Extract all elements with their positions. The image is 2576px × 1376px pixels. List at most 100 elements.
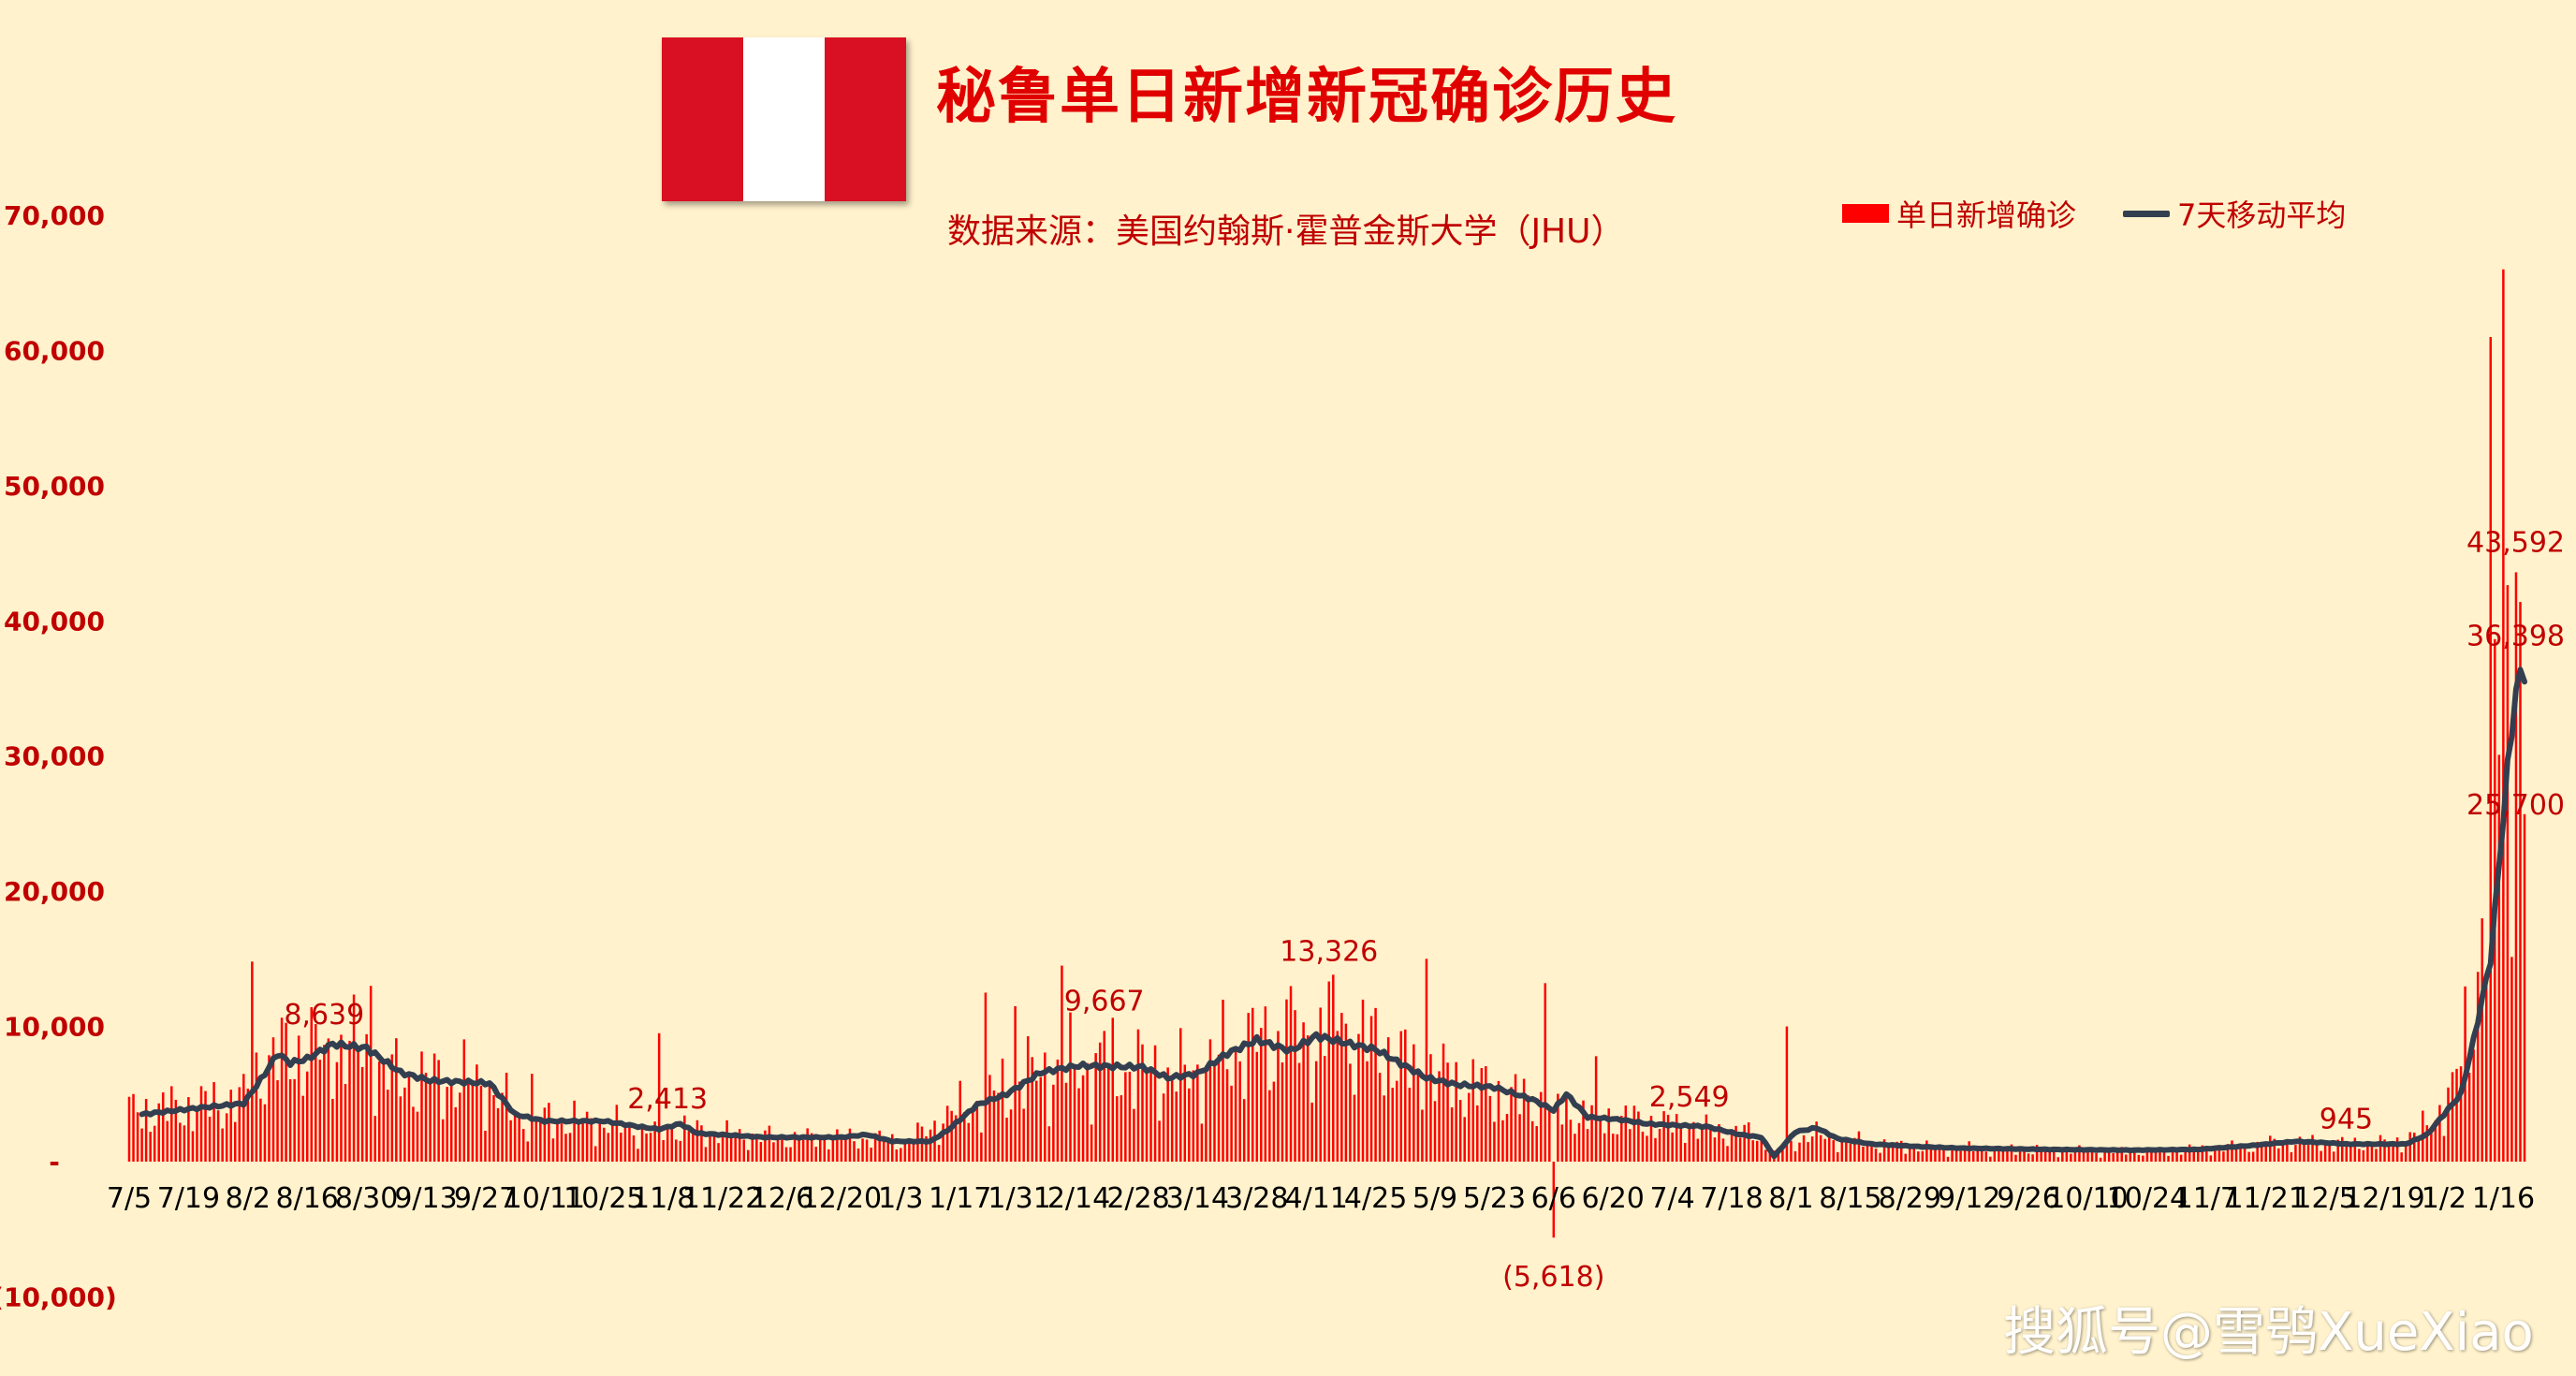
bar	[1044, 1052, 1046, 1162]
bar	[1899, 1140, 1903, 1162]
bar	[975, 1101, 979, 1162]
x-tick-label: 11/8	[632, 1182, 695, 1215]
bar	[831, 1140, 835, 1162]
bar	[1874, 1149, 1878, 1162]
bar	[2476, 972, 2480, 1162]
bar	[560, 1123, 564, 1162]
bar	[2031, 1154, 2034, 1162]
bar	[2447, 1087, 2450, 1162]
bar	[603, 1127, 606, 1162]
bar	[1408, 1088, 1412, 1162]
bar	[2154, 1150, 2158, 1162]
bar	[1306, 1035, 1310, 1162]
bar	[2112, 1152, 2115, 1162]
bar	[1081, 1075, 1085, 1162]
bar	[484, 1130, 487, 1162]
bar	[1297, 1062, 1301, 1162]
bar	[819, 1138, 822, 1162]
bar	[2209, 1155, 2213, 1162]
bar	[801, 1139, 805, 1162]
bar	[2086, 1150, 2089, 1162]
bar	[1264, 1006, 1267, 1162]
data-label: 2,413	[627, 1083, 708, 1116]
x-tick-label: 12/20	[801, 1182, 882, 1215]
bar	[1374, 1007, 1377, 1162]
bar	[2438, 1105, 2441, 1162]
bar	[420, 1051, 423, 1162]
bar	[1989, 1156, 1992, 1162]
bar	[1611, 1134, 1615, 1162]
x-tick-label: 11/7	[2175, 1182, 2238, 1215]
bar	[1891, 1146, 1895, 1162]
bar	[1917, 1151, 1920, 1162]
bar	[2137, 1154, 2141, 1162]
bar	[1349, 1063, 1352, 1162]
bar	[2269, 1135, 2272, 1162]
bar	[2018, 1150, 2022, 1162]
bar	[1641, 1132, 1645, 1162]
bar	[1047, 1126, 1051, 1162]
bar	[2286, 1141, 2289, 1162]
bar	[912, 1143, 915, 1162]
bar	[196, 1108, 198, 1162]
bar	[242, 1074, 245, 1162]
bar	[607, 1133, 610, 1162]
bar	[225, 1113, 228, 1162]
bar	[271, 1037, 275, 1162]
bar	[2162, 1149, 2166, 1162]
legend-item-bars: 单日新增确诊	[1842, 192, 2076, 235]
bar	[1493, 1121, 1496, 1162]
bar	[2078, 1145, 2081, 1162]
bar	[615, 1105, 619, 1162]
bar	[1827, 1133, 1831, 1162]
bar	[2107, 1152, 2111, 1162]
x-tick-label: 9/26	[1997, 1182, 2059, 1215]
bar	[174, 1099, 178, 1162]
y-axis: 70,000 60,000 50,000 40,000 30,000 20,000 10,0…	[0, 200, 117, 1312]
bar	[2455, 1068, 2458, 1162]
bar	[903, 1138, 907, 1162]
bar	[1662, 1111, 1665, 1162]
bar	[1793, 1150, 1797, 1162]
bar	[856, 1148, 860, 1162]
bar	[348, 1040, 351, 1162]
bar	[984, 992, 988, 1162]
bar	[539, 1120, 542, 1162]
bar	[2145, 1148, 2149, 1162]
bar	[704, 1147, 708, 1162]
bar	[459, 1092, 461, 1162]
bar	[1730, 1130, 1734, 1162]
bar	[900, 1148, 902, 1162]
bar	[492, 1095, 495, 1162]
bar	[2192, 1149, 2195, 1162]
bar	[144, 1099, 148, 1162]
bar	[212, 1082, 215, 1162]
bar	[1429, 1054, 1432, 1162]
bar	[1022, 1108, 1025, 1162]
bar	[1052, 1084, 1055, 1162]
bar	[700, 1125, 703, 1162]
bar	[577, 1123, 580, 1162]
bar	[721, 1134, 724, 1162]
bar	[908, 1140, 911, 1162]
bar	[640, 1124, 644, 1162]
bar	[2459, 1066, 2463, 1162]
x-tick-label: 9/27	[454, 1182, 517, 1215]
bar	[127, 1096, 131, 1162]
bar	[454, 1106, 457, 1162]
bar	[2273, 1138, 2276, 1162]
bar	[2243, 1143, 2247, 1162]
x-tick-label: 12/5	[2293, 1182, 2356, 1215]
bar	[327, 1038, 330, 1162]
bar	[1802, 1134, 1806, 1162]
bar	[929, 1129, 932, 1162]
bar	[679, 1140, 682, 1162]
bar	[551, 1138, 555, 1162]
bar	[161, 1092, 165, 1162]
bar	[2378, 1134, 2382, 1162]
bar	[1616, 1134, 1618, 1162]
bar	[1590, 1105, 1593, 1162]
moving-average-series	[139, 666, 2527, 1160]
bar	[476, 1064, 478, 1162]
bar	[543, 1107, 547, 1162]
